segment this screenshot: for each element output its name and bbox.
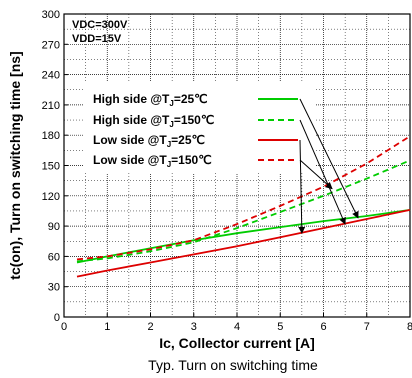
- y-tick-label: 150: [42, 161, 60, 173]
- legend-arrow-2: [299, 119, 346, 225]
- x-tick-label: 2: [147, 321, 153, 333]
- x-tick-label: 4: [234, 321, 240, 333]
- x-tick-label: 8: [407, 321, 412, 333]
- legend: High side @TJ=25℃ High side @TJ=150℃ Low s…: [84, 81, 316, 173]
- y-tick-label: 180: [42, 130, 60, 142]
- legend-arrow-4: [299, 159, 333, 190]
- legend-label-3: Low side @TJ=25℃: [93, 133, 205, 149]
- series-line-2: [76, 159, 411, 263]
- y-tick-label: 30: [48, 282, 60, 294]
- legend-label-1: High side @TJ=25℃: [93, 92, 208, 108]
- x-axis-label: Ic, Collector current [A]: [159, 335, 315, 351]
- y-tick-label: 210: [42, 100, 60, 112]
- y-tick-label: 120: [42, 191, 60, 203]
- x-tick-label: 7: [364, 321, 370, 333]
- chart-caption: Typ. Turn on switching time: [148, 357, 318, 373]
- labels: VDC=300V VDD=15V: [72, 19, 128, 45]
- legend-arrow-3: [298, 139, 306, 234]
- series-line-4: [76, 135, 411, 261]
- y-tick-label: 240: [42, 70, 60, 82]
- y-tick-label: 270: [42, 39, 60, 51]
- x-tick-label: 6: [320, 321, 326, 333]
- legend-box: [84, 81, 316, 173]
- legend-label-2: High side @TJ=150℃: [93, 113, 214, 129]
- y-tick-label: 60: [48, 251, 60, 263]
- y-axis-label: tc(on), Turn on switching time [ns]: [7, 51, 23, 279]
- x-tick-label: 3: [191, 321, 197, 333]
- x-tick-label: 0: [61, 321, 67, 333]
- y-tick-label: 300: [42, 9, 60, 21]
- series-line-3: [76, 209, 411, 278]
- x-tick-label: 5: [277, 321, 283, 333]
- legend-arrow-1: [299, 98, 359, 219]
- legend-arrows: [298, 98, 359, 234]
- series-lines: [76, 135, 411, 278]
- y-tick-label: 90: [48, 221, 60, 233]
- condition-vdd: VDD=15V: [72, 33, 122, 45]
- condition-vdc: VDC=300V: [72, 19, 128, 31]
- x-tick-label: 1: [104, 321, 110, 333]
- y-tick-label: 0: [54, 312, 60, 324]
- legend-label-4: Low side @TJ=150℃: [93, 153, 212, 169]
- axis-ticks: 0 1 2 3 4 5 6 7 8 0 30 60 90 120 150 180 210 240 270 300: [42, 9, 412, 333]
